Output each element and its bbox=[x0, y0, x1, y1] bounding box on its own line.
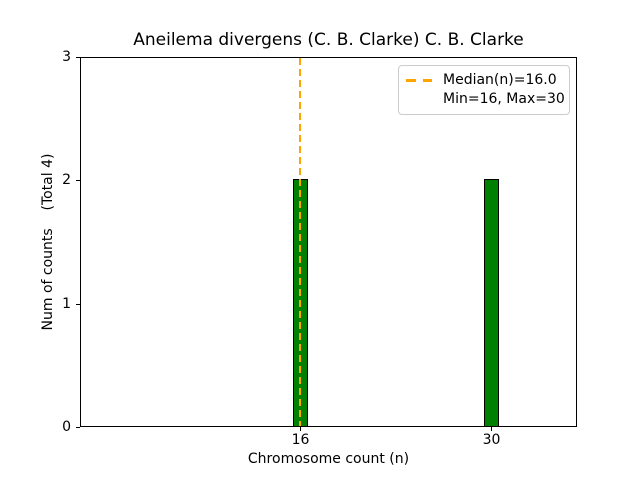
legend-row-median: Median(n)=16.0 bbox=[406, 71, 561, 90]
median-line bbox=[299, 58, 301, 426]
x-tick-mark-16 bbox=[300, 427, 301, 431]
x-tick-label-30: 30 bbox=[482, 432, 501, 448]
x-axis-label: Chromosome count (n) bbox=[247, 451, 410, 467]
dashed-line-icon bbox=[406, 79, 432, 82]
chart-title: Aneilema divergens (C. B. Clarke) C. B. … bbox=[133, 30, 524, 50]
plot-area: Median(n)=16.0 Min=16, Max=30 bbox=[80, 57, 577, 427]
legend-handle-column bbox=[406, 79, 434, 82]
legend-row-minmax: Min=16, Max=30 bbox=[406, 90, 565, 109]
y-axis-label: Num of counts (Total 4) bbox=[40, 153, 56, 331]
legend-label-median: Median(n)=16.0 bbox=[443, 72, 557, 88]
legend: Median(n)=16.0 Min=16, Max=30 bbox=[398, 65, 570, 115]
y-tick-mark-1 bbox=[76, 304, 80, 305]
y-tick-label-1: 1 bbox=[62, 296, 71, 312]
y-tick-mark-3 bbox=[76, 57, 80, 58]
x-tick-label-16: 16 bbox=[291, 432, 310, 448]
y-tick-label-3: 3 bbox=[62, 49, 71, 65]
y-tick-label-0: 0 bbox=[62, 419, 71, 435]
y-tick-mark-0 bbox=[76, 427, 80, 428]
y-tick-mark-2 bbox=[76, 180, 80, 181]
y-tick-label-2: 2 bbox=[62, 172, 71, 188]
legend-label-minmax: Min=16, Max=30 bbox=[443, 91, 565, 107]
x-tick-mark-30 bbox=[491, 427, 492, 431]
bar-30 bbox=[484, 179, 499, 426]
